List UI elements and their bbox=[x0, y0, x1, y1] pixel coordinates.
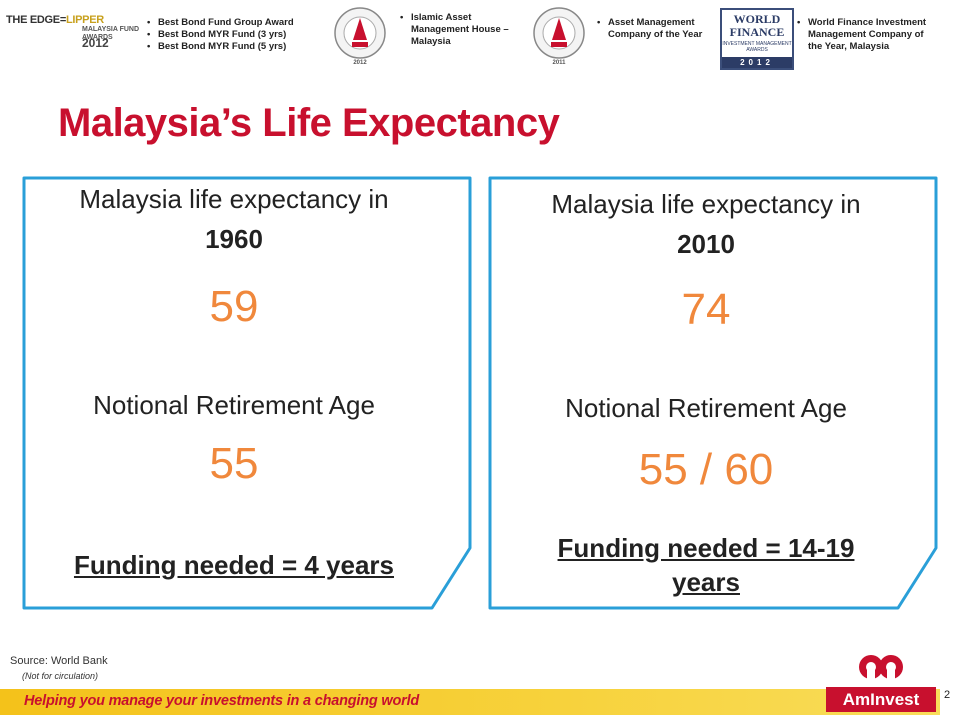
retirement-age-value: 55 bbox=[209, 439, 259, 488]
funding-needed-text: Funding needed = 4 years bbox=[73, 550, 395, 580]
asset-asian-awards-seal-icon: 2012 bbox=[334, 7, 386, 66]
source-note: Source: World Bank bbox=[10, 655, 108, 667]
life-expectancy-label: Malaysia life expectancy in bbox=[551, 189, 861, 219]
year-value: 2010 bbox=[677, 229, 735, 259]
life-expectancy-value: 59 bbox=[209, 282, 259, 331]
retirement-age-label: Notional Retirement Age bbox=[565, 393, 847, 423]
life-expectancy-label: Malaysia life expectancy in bbox=[79, 184, 389, 214]
page-number: 2 bbox=[944, 689, 951, 701]
not-for-circulation-note: (Not for circulation) bbox=[22, 671, 99, 681]
seal-year: 2012 bbox=[353, 60, 367, 66]
world-finance-awards-logo: WORLD FINANCE INVESTMENT MANAGEMENT AWARD… bbox=[720, 8, 794, 70]
aminvest-logo-icon bbox=[859, 655, 903, 679]
retirement-age-label: Notional Retirement Age bbox=[93, 390, 375, 420]
award-list-bond-funds: Best Bond Fund Group Award Best Bond MYR… bbox=[147, 17, 294, 53]
slogan-bar bbox=[0, 689, 940, 715]
aminvest-brand: AmInvest bbox=[826, 687, 936, 712]
life-expectancy-value: 74 bbox=[681, 285, 731, 334]
year-value: 1960 bbox=[205, 224, 263, 254]
asset-asian-awards-seal-icon: 2011 bbox=[533, 7, 585, 66]
slogan-text: Helping you manage your investments in a… bbox=[24, 693, 420, 709]
edge-lipper-awards-logo: THE EDGE=LIPPER MALAYSIA FUND AWARDS 201… bbox=[6, 14, 140, 50]
retirement-age-value: 55 / 60 bbox=[638, 445, 774, 494]
page-title: Malaysia’s Life Expectancy bbox=[58, 101, 560, 145]
award-item: Best Bond Fund Group Award bbox=[147, 17, 294, 29]
funding-needed-text: Funding needed = 14-19 years bbox=[557, 533, 855, 597]
seal-year: 2011 bbox=[552, 60, 566, 66]
award-item: Best Bond MYR Fund (5 yrs) bbox=[147, 41, 294, 53]
award-item: Best Bond MYR Fund (3 yrs) bbox=[147, 29, 294, 41]
awards-header: THE EDGE=LIPPER MALAYSIA FUND AWARDS 201… bbox=[0, 0, 960, 72]
